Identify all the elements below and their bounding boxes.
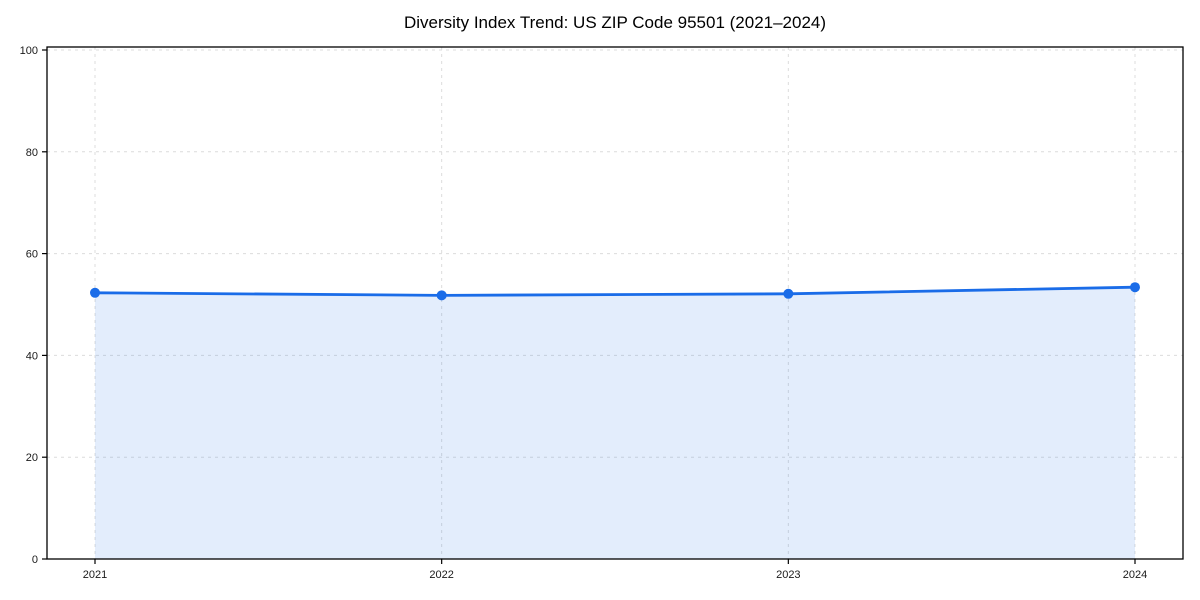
- data-point: [783, 288, 794, 299]
- y-tick-label: 20: [26, 452, 38, 464]
- y-tick-label: 60: [26, 249, 38, 261]
- y-tick-label: 0: [32, 554, 38, 566]
- trend-line: [93, 285, 1137, 297]
- x-tick-label: 2021: [83, 569, 107, 581]
- x-tick-label: 2022: [429, 569, 453, 581]
- data-point: [90, 287, 100, 298]
- plot-border: [46, 46, 1184, 560]
- y-tick-label: 100: [20, 45, 38, 57]
- data-point: [436, 290, 447, 301]
- area-fill: [95, 287, 1135, 559]
- y-tick-label: 80: [26, 147, 38, 159]
- y-tick-label: 40: [26, 350, 38, 362]
- chart-title: Diversity Index Trend: US ZIP Code 95501…: [403, 13, 827, 32]
- data-point: [1130, 282, 1140, 293]
- x-tick-label: 2023: [776, 569, 800, 581]
- x-tick-label: 2024: [1123, 569, 1147, 581]
